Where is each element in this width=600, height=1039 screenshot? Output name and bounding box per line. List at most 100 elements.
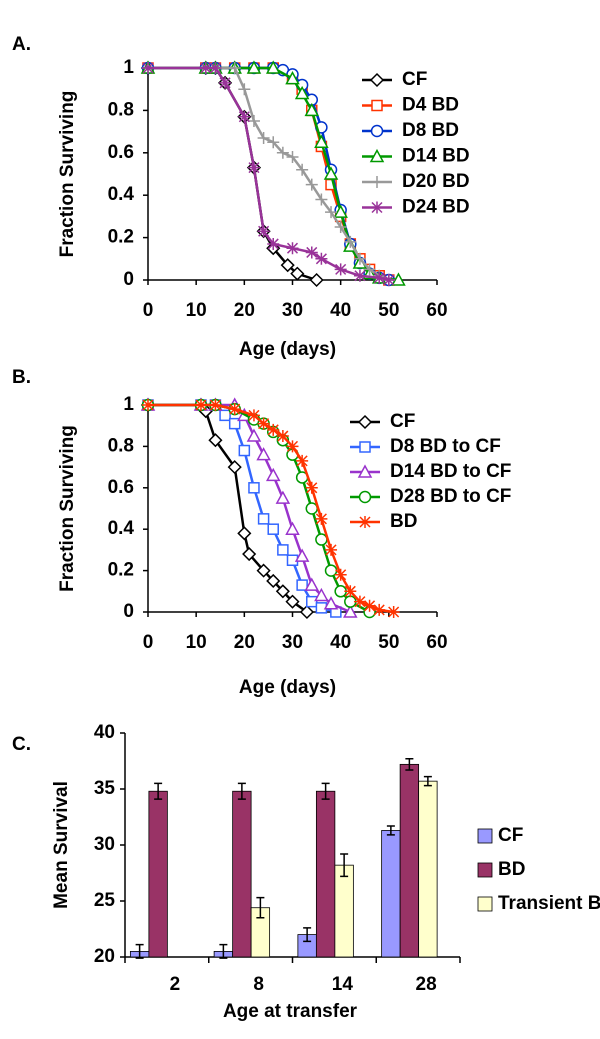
marker [299, 604, 315, 620]
marker [294, 548, 310, 562]
x-tick-label: 14 [332, 974, 354, 995]
marker [219, 76, 232, 89]
marker [309, 272, 324, 288]
y-axis-label: Fraction Surviving [57, 91, 78, 258]
marker [363, 599, 376, 612]
marker [237, 526, 252, 541]
marker [238, 110, 251, 123]
legend-label: D28 BD to CF [390, 486, 511, 507]
marker [248, 482, 260, 494]
marker [387, 606, 400, 618]
marker [267, 237, 280, 250]
marker [247, 161, 260, 174]
y-tick-label: 0.8 [108, 435, 134, 456]
marker [257, 225, 270, 238]
legend-label: D24 BD [402, 197, 470, 218]
x-axis-label: Age (days) [239, 339, 336, 360]
marker [246, 428, 262, 442]
y-tick-label: 0 [123, 269, 134, 290]
legend-label: D8 BD [402, 120, 459, 141]
y-tick-label: 0.4 [108, 184, 135, 205]
y-tick-label: 35 [94, 778, 116, 799]
error-bar [219, 943, 228, 959]
panel-label: A. [12, 34, 31, 55]
marker [294, 85, 310, 100]
y-tick-label: 0.8 [108, 99, 134, 120]
marker [228, 62, 241, 74]
marker [242, 546, 257, 562]
y-tick-label: 0.4 [108, 518, 135, 539]
x-tick-label: 50 [378, 300, 399, 321]
legend-label: D14 BD [402, 146, 470, 167]
bar [232, 790, 252, 958]
y-tick-label: 1 [123, 57, 134, 78]
marker [267, 136, 280, 149]
marker [344, 235, 357, 248]
legend-marker [369, 148, 385, 163]
y-tick-label: 0.2 [108, 227, 134, 248]
x-axis-label: Age at transfer [223, 1001, 358, 1022]
legend-marker [370, 124, 384, 138]
marker [373, 271, 386, 284]
x-tick-label: 10 [186, 632, 207, 653]
error-bar [303, 927, 312, 943]
marker [323, 596, 339, 610]
legend-swatch [477, 828, 493, 844]
y-tick-label: 0.6 [108, 477, 134, 498]
series-line [148, 403, 351, 614]
marker [306, 595, 318, 608]
legend-label: CF [390, 411, 415, 432]
marker [344, 585, 357, 598]
error-bar [135, 943, 144, 959]
bar [399, 763, 420, 958]
marker [208, 433, 223, 448]
error-bar [405, 758, 414, 771]
marker [142, 399, 154, 411]
error-bar [321, 782, 330, 800]
bar [315, 790, 336, 958]
marker [277, 544, 289, 556]
marker [353, 269, 366, 282]
marker [246, 60, 262, 74]
marker [275, 584, 290, 599]
marker [304, 102, 320, 117]
x-tick-label: 28 [416, 974, 437, 995]
marker [373, 603, 386, 616]
legend-label: D4 BD [402, 95, 459, 116]
y-tick-label: 0.6 [108, 142, 134, 163]
marker [238, 444, 251, 457]
marker [334, 263, 347, 276]
marker [276, 430, 289, 443]
legend-label: Transient BD [498, 893, 600, 914]
marker [286, 151, 299, 164]
marker [334, 568, 347, 581]
x-tick-label: 20 [234, 632, 255, 653]
y-tick-label: 1 [123, 394, 134, 415]
marker [257, 417, 270, 430]
error-bar [340, 853, 349, 878]
panel-label: C. [12, 734, 31, 755]
marker [296, 579, 308, 591]
bar [334, 864, 354, 958]
x-tick-label: 60 [426, 300, 447, 321]
legend-marker [359, 441, 371, 453]
marker [247, 115, 260, 127]
marker [219, 409, 231, 422]
marker [209, 399, 222, 411]
legend-marker [369, 72, 385, 88]
legend-label: D20 BD [402, 171, 470, 192]
marker [296, 163, 309, 176]
x-tick-label: 50 [378, 632, 399, 653]
x-tick-label: 30 [282, 632, 303, 653]
legend-label: CF [402, 69, 427, 90]
bar [148, 790, 168, 958]
bar [418, 780, 438, 958]
legend-marker [358, 490, 372, 504]
marker [280, 258, 295, 273]
marker [276, 146, 289, 159]
marker [194, 399, 207, 411]
marker [238, 83, 251, 96]
marker [286, 440, 299, 453]
marker [296, 454, 309, 467]
y-axis-label: Mean Survival [51, 781, 72, 909]
